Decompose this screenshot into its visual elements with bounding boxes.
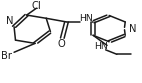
Text: N: N [129,24,137,34]
Text: N: N [6,16,13,26]
Text: Cl: Cl [32,1,41,11]
Text: Br: Br [1,50,12,61]
Text: HN: HN [95,42,108,51]
Text: O: O [58,39,65,49]
Text: HN: HN [79,14,93,23]
